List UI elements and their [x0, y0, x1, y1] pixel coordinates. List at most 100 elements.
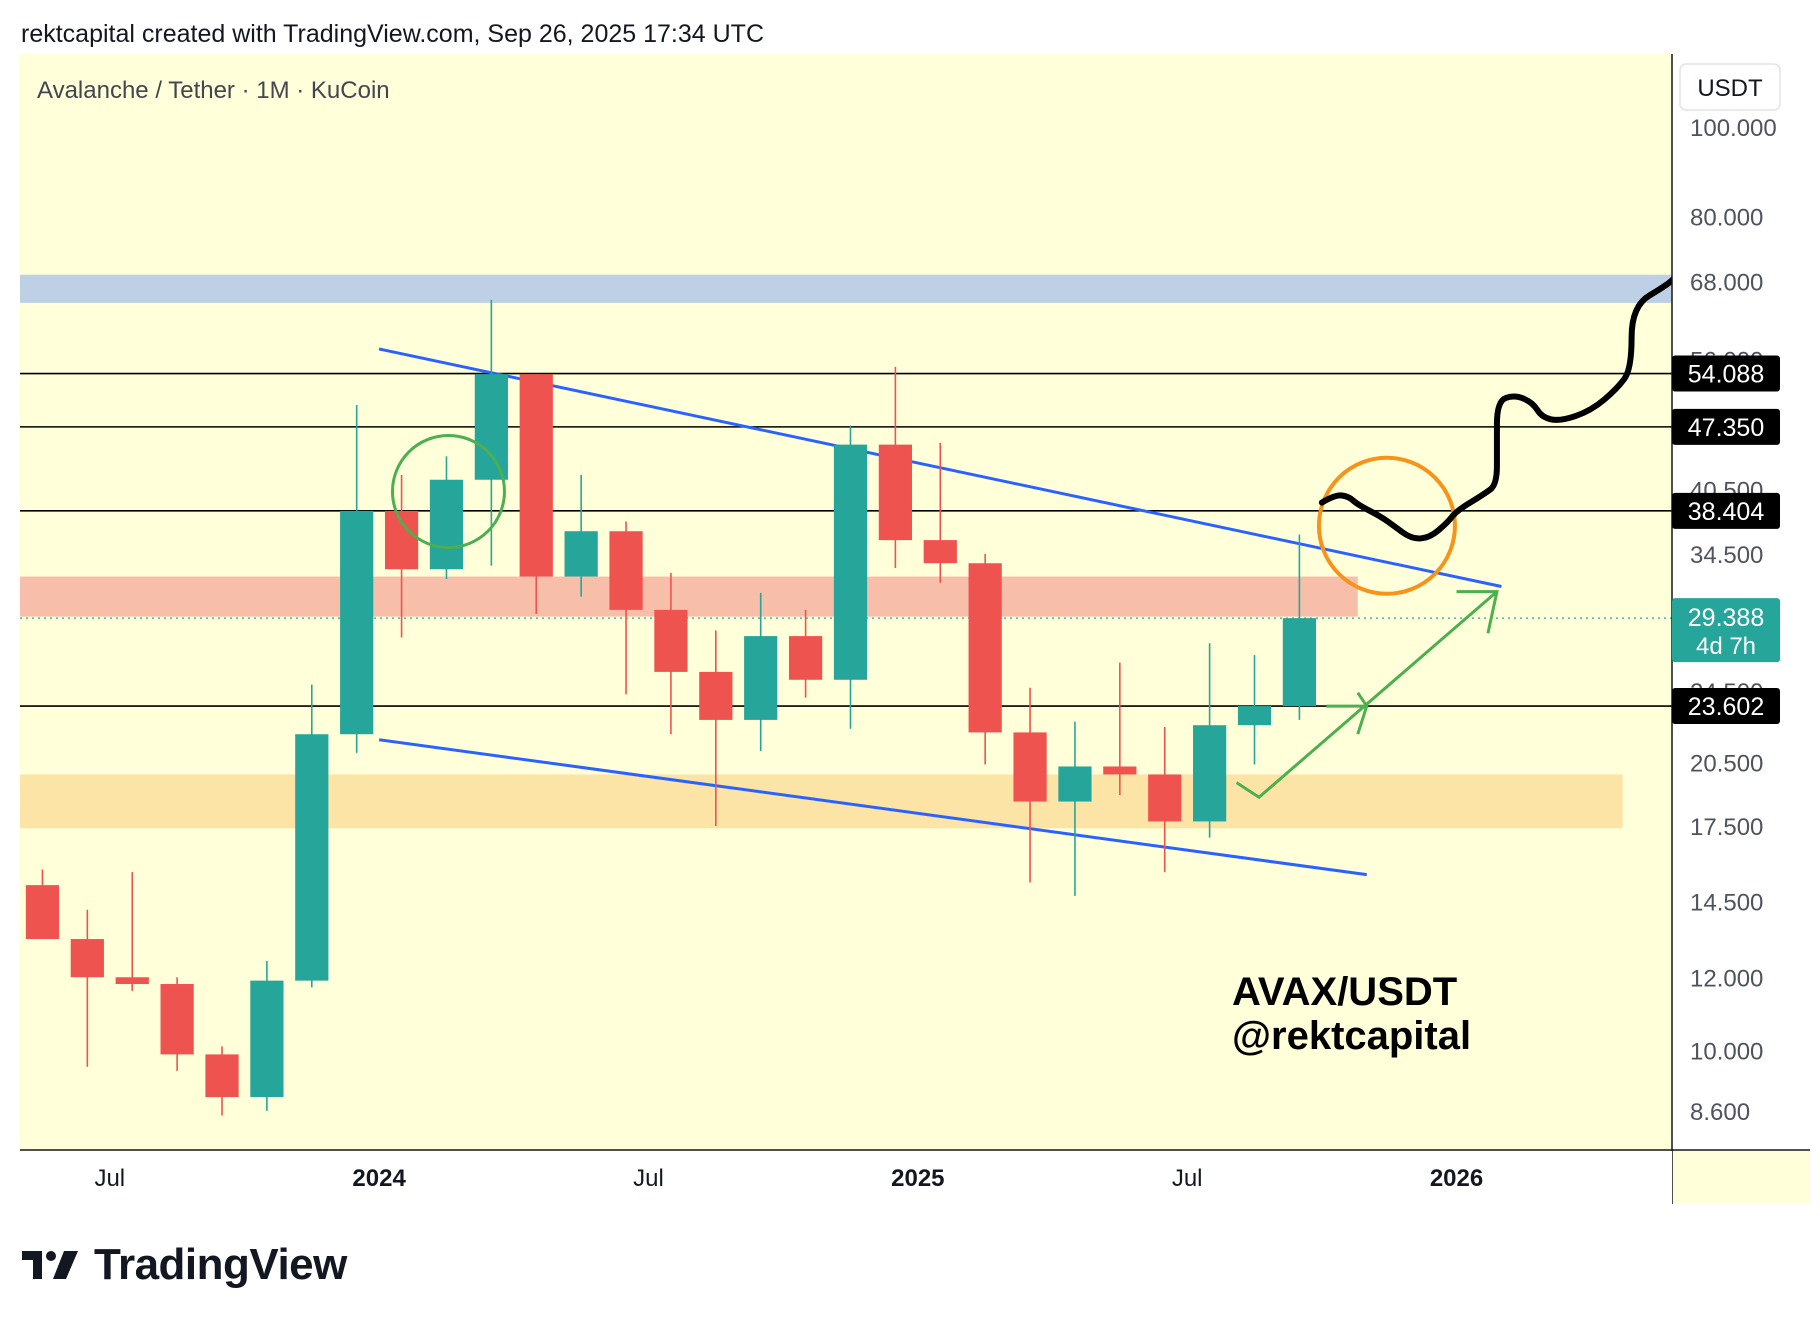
- x-tick-label: 2024: [352, 1165, 406, 1192]
- candle: [744, 592, 778, 751]
- candle: [384, 474, 419, 638]
- price-badge: [1672, 355, 1780, 392]
- candle: [340, 405, 374, 753]
- candle-body: [654, 609, 688, 672]
- y-tick-label: 17.500: [1690, 814, 1763, 841]
- currency-button: [1679, 63, 1781, 111]
- x-tick-label: Jul: [94, 1165, 125, 1192]
- candle: [788, 609, 823, 698]
- long-green-arrow: [1235, 590, 1498, 800]
- y-tick-label: 80.000: [1690, 205, 1763, 232]
- candle: [609, 521, 643, 695]
- y-tick-label: 34.500: [1690, 542, 1763, 569]
- last-price-label: 29.388: [1688, 604, 1764, 632]
- price-badge-label: 23.602: [1688, 693, 1764, 721]
- candle-body: [609, 531, 643, 610]
- candle: [923, 442, 957, 583]
- time-axis-background: [20, 1151, 1672, 1204]
- price-badge: [1672, 408, 1780, 445]
- chart-background: [20, 54, 1810, 1204]
- x-tick-label: Jul: [633, 1165, 664, 1192]
- candle: [160, 977, 194, 1071]
- x-tick-label: 2025: [891, 1165, 944, 1192]
- candle-body: [1237, 706, 1272, 726]
- candle-body: [250, 980, 284, 1098]
- candle: [833, 425, 868, 729]
- candle-body: [1193, 725, 1227, 822]
- candle-body: [160, 984, 194, 1055]
- candle: [474, 299, 508, 566]
- candle-body: [1103, 766, 1137, 775]
- candle-body: [923, 540, 957, 564]
- chart-title: Avalanche / Tether · 1M · KuCoin: [37, 77, 390, 104]
- candle-body: [70, 939, 104, 978]
- candle: [1193, 643, 1227, 838]
- candle-body: [429, 479, 464, 570]
- candle-body: [25, 885, 60, 940]
- long-green-arrow-head: [1456, 590, 1499, 634]
- chart-annotation-text: @rektcapital: [1232, 1014, 1471, 1058]
- channel-bottom-line: [378, 738, 1367, 877]
- y-tick-label: 100.000: [1690, 115, 1777, 142]
- candle-body: [474, 374, 508, 480]
- x-tick-label: 2026: [1430, 1165, 1483, 1192]
- y-tick-label: 8.600: [1690, 1099, 1750, 1126]
- candle: [564, 474, 598, 597]
- currency-label: USDT: [1697, 75, 1763, 102]
- y-tick-label: 14.500: [1690, 889, 1763, 916]
- candle-body: [968, 563, 1002, 733]
- y-tick-label: 68.000: [1690, 270, 1763, 297]
- price-badge: [1672, 492, 1780, 529]
- candle-body: [115, 977, 149, 985]
- chart-header: rektcapital created with TradingView.com…: [21, 20, 765, 48]
- candle-body: [788, 636, 823, 680]
- candle-body: [205, 1054, 239, 1098]
- chart-annotation-text: AVAX/USDT: [1232, 970, 1457, 1014]
- candle-body: [699, 671, 733, 720]
- green-circle-annotation: [390, 434, 506, 550]
- y-tick-label: 10.000: [1690, 1038, 1763, 1065]
- resistance-zone-red: [20, 576, 1358, 617]
- candle: [295, 684, 329, 988]
- candle-body: [833, 444, 868, 680]
- candle: [205, 1046, 239, 1116]
- candle-body: [878, 444, 912, 541]
- candle: [429, 456, 464, 580]
- candle: [1237, 655, 1272, 765]
- candle: [968, 553, 1002, 765]
- candle-body: [744, 636, 778, 720]
- tradingview-logo: TradingView: [22, 1240, 347, 1290]
- last-price-badge: [1672, 598, 1780, 663]
- candle: [654, 572, 688, 735]
- candle: [699, 630, 733, 826]
- candle: [878, 366, 912, 569]
- price-badge-label: 54.088: [1688, 361, 1764, 389]
- candle-body: [1282, 618, 1317, 707]
- candle-body: [519, 374, 553, 577]
- orange-circle-annotation: [1316, 455, 1457, 596]
- candle: [70, 909, 104, 1067]
- candle: [115, 872, 149, 991]
- candle-body: [295, 734, 329, 981]
- candle-body: [564, 531, 598, 577]
- projection-path: [1318, 272, 1680, 542]
- candle: [1058, 721, 1092, 896]
- price-badge: [1672, 688, 1780, 725]
- x-tick-label: Jul: [1172, 1165, 1203, 1192]
- candle-body: [1148, 774, 1182, 822]
- resistance-zone-blue: [20, 274, 1672, 303]
- candle-body: [1058, 766, 1092, 802]
- candle-countdown-label: 4d 7h: [1696, 633, 1756, 660]
- candle: [1148, 727, 1182, 873]
- candle: [1103, 662, 1137, 796]
- price-badge-label: 38.404: [1688, 498, 1765, 526]
- tradingview-logo-icon: [22, 1251, 78, 1279]
- tradingview-logo-text: TradingView: [94, 1240, 347, 1289]
- candle: [250, 960, 284, 1111]
- candle: [1282, 534, 1317, 720]
- candle-body: [340, 510, 374, 735]
- y-tick-label: 12.000: [1690, 965, 1763, 992]
- candle-body: [1013, 732, 1047, 802]
- price-badge-label: 47.350: [1688, 414, 1764, 442]
